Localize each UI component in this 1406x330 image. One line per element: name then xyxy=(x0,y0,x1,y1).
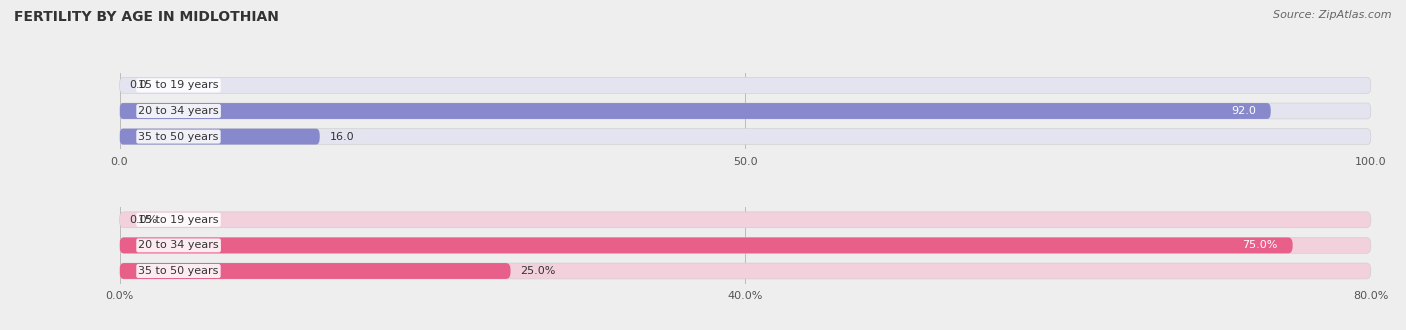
FancyBboxPatch shape xyxy=(120,103,1371,119)
FancyBboxPatch shape xyxy=(120,238,1371,253)
FancyBboxPatch shape xyxy=(120,129,319,145)
Text: 75.0%: 75.0% xyxy=(1243,240,1278,250)
Text: 25.0%: 25.0% xyxy=(520,266,555,276)
Text: FERTILITY BY AGE IN MIDLOTHIAN: FERTILITY BY AGE IN MIDLOTHIAN xyxy=(14,10,278,24)
Text: 0.0%: 0.0% xyxy=(129,215,157,225)
Text: 20 to 34 years: 20 to 34 years xyxy=(138,240,219,250)
Text: 15 to 19 years: 15 to 19 years xyxy=(138,215,219,225)
Text: 15 to 19 years: 15 to 19 years xyxy=(138,81,219,90)
FancyBboxPatch shape xyxy=(120,129,1371,145)
Text: Source: ZipAtlas.com: Source: ZipAtlas.com xyxy=(1274,10,1392,20)
Text: 20 to 34 years: 20 to 34 years xyxy=(138,106,219,116)
FancyBboxPatch shape xyxy=(120,212,1371,228)
Text: 35 to 50 years: 35 to 50 years xyxy=(138,132,219,142)
Text: 0.0: 0.0 xyxy=(129,81,148,90)
Text: 16.0: 16.0 xyxy=(330,132,354,142)
FancyBboxPatch shape xyxy=(120,238,1292,253)
FancyBboxPatch shape xyxy=(120,78,1371,93)
Text: 35 to 50 years: 35 to 50 years xyxy=(138,266,219,276)
FancyBboxPatch shape xyxy=(120,103,1271,119)
FancyBboxPatch shape xyxy=(120,263,1371,279)
Text: 92.0: 92.0 xyxy=(1230,106,1256,116)
FancyBboxPatch shape xyxy=(120,263,510,279)
